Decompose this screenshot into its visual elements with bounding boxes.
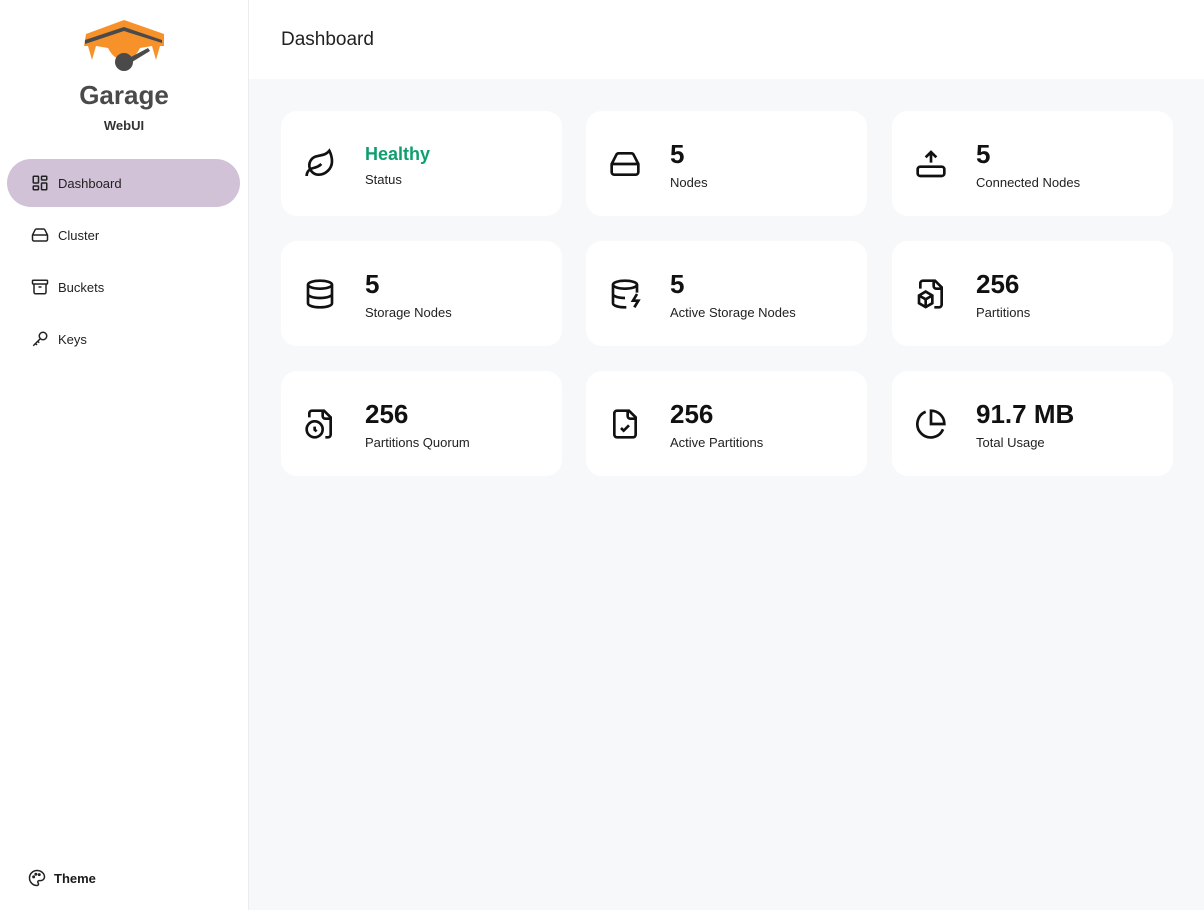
sidebar: Garage WebUI Dashboard Cluster Buckets K… <box>0 0 249 910</box>
sidebar-item-label: Buckets <box>58 279 105 295</box>
file-box-icon <box>917 279 943 309</box>
dashboard-icon <box>32 175 48 191</box>
partitions-quorum-card: 256 Partitions Quorum <box>281 371 562 476</box>
card-value: 5 <box>670 269 685 299</box>
connected-nodes-card: 5 Connected Nodes <box>892 111 1173 216</box>
database-zap-icon <box>611 279 641 309</box>
sidebar-item-label: Keys <box>58 331 87 347</box>
card-label: Nodes <box>670 175 708 190</box>
sidebar-item-keys[interactable]: Keys <box>7 315 240 363</box>
header: Dashboard <box>249 0 1204 79</box>
file-check-icon <box>613 409 637 439</box>
card-value: 91.7 MB <box>976 399 1075 429</box>
server-icon <box>31 228 49 242</box>
card-value: 256 <box>670 399 714 429</box>
leaf-icon <box>305 148 334 177</box>
status-card: Healthy Status <box>281 111 562 216</box>
router-upload-icon <box>916 150 946 178</box>
active-partitions-card: 256 Active Partitions <box>586 371 867 476</box>
garage-logo <box>84 20 164 71</box>
sidebar-item-dashboard[interactable]: Dashboard <box>7 159 240 207</box>
nodes-card: 5 Nodes <box>586 111 867 216</box>
card-label: Partitions Quorum <box>365 435 470 450</box>
page-title: Dashboard <box>281 29 374 50</box>
storage-nodes-card: 5 Storage Nodes <box>281 241 562 346</box>
card-value: 5 <box>976 139 991 169</box>
card-label: Total Usage <box>976 435 1045 450</box>
card-label: Active Storage Nodes <box>670 305 796 320</box>
card-value: 256 <box>976 269 1020 299</box>
palette-icon <box>28 869 46 887</box>
theme-button[interactable]: Theme <box>28 869 96 887</box>
card-label: Storage Nodes <box>365 305 452 320</box>
card-label: Status <box>365 172 402 187</box>
database-icon <box>306 279 334 309</box>
card-value: 256 <box>365 399 409 429</box>
card-value: 5 <box>670 139 685 169</box>
brand-title: Garage <box>79 80 169 110</box>
archive-icon <box>31 279 49 295</box>
pie-chart-icon <box>916 409 946 439</box>
sidebar-item-label: Cluster <box>58 227 100 243</box>
card-label: Partitions <box>976 305 1031 320</box>
file-clock-icon <box>305 409 332 439</box>
card-label: Active Partitions <box>670 435 764 450</box>
active-storage-nodes-card: 5 Active Storage Nodes <box>586 241 867 346</box>
card-label: Connected Nodes <box>976 175 1081 190</box>
partitions-card: 256 Partitions <box>892 241 1173 346</box>
key-icon <box>32 331 48 347</box>
total-usage-card: 91.7 MB Total Usage <box>892 371 1173 476</box>
sidebar-item-cluster[interactable]: Cluster <box>7 211 240 259</box>
brand-subtitle: WebUI <box>103 118 145 133</box>
server-icon <box>610 152 640 176</box>
sidebar-item-buckets[interactable]: Buckets <box>7 263 240 311</box>
card-value: Healthy <box>365 144 431 164</box>
sidebar-item-label: Dashboard <box>58 175 122 191</box>
card-value: 5 <box>365 269 380 299</box>
theme-label: Theme <box>54 870 96 886</box>
